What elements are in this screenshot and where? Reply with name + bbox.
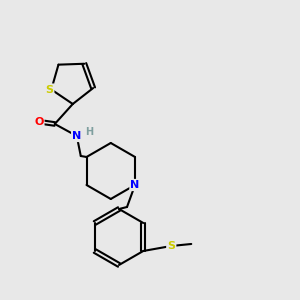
Text: O: O <box>34 117 44 127</box>
Text: N: N <box>130 180 140 190</box>
Text: N: N <box>72 131 81 141</box>
Text: S: S <box>45 85 53 94</box>
Text: H: H <box>85 127 93 137</box>
Text: S: S <box>167 241 175 251</box>
